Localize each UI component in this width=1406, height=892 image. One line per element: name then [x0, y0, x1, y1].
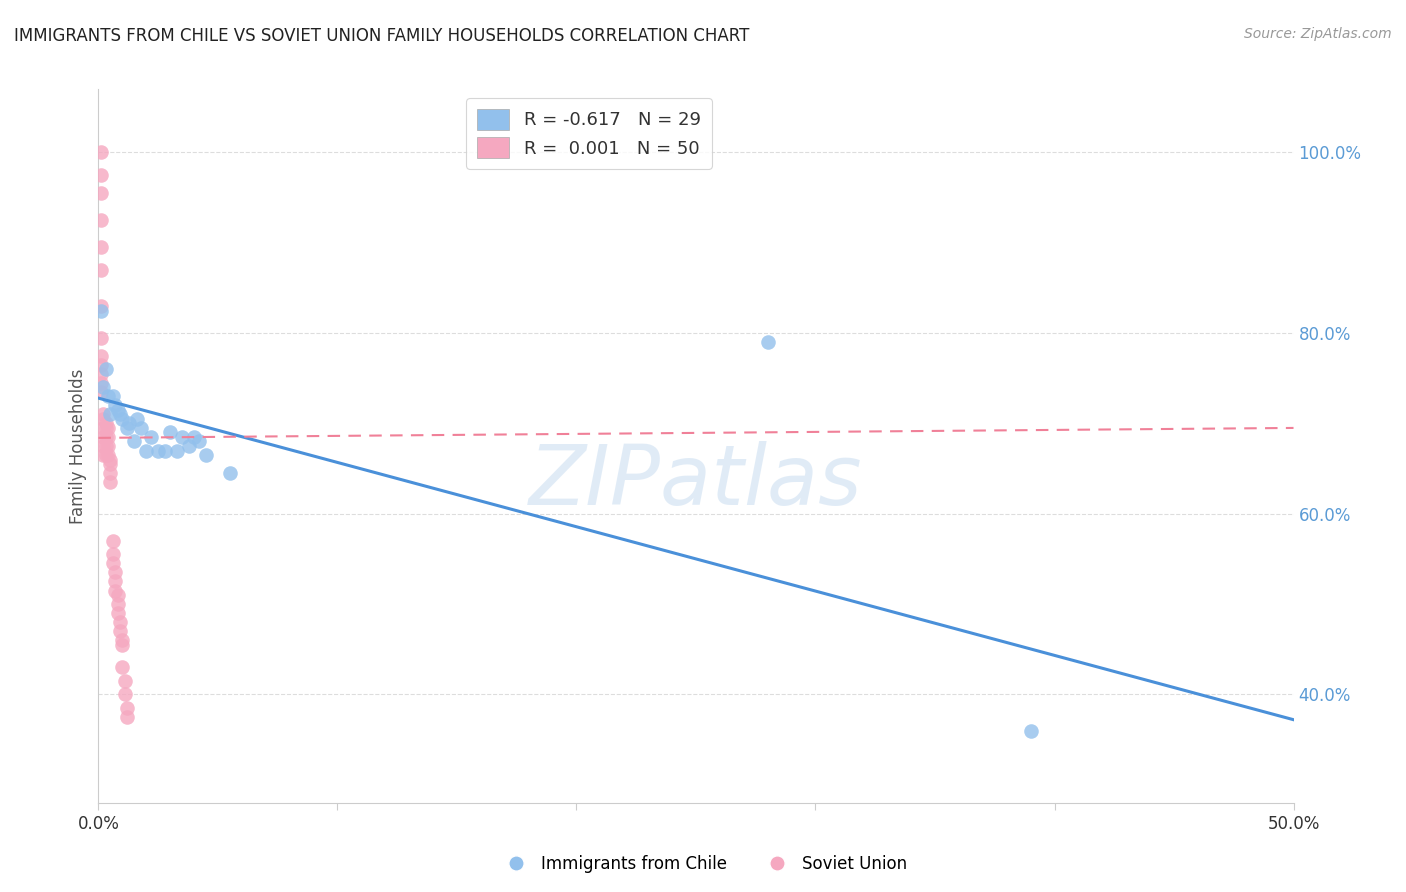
Legend: Immigrants from Chile, Soviet Union: Immigrants from Chile, Soviet Union [492, 848, 914, 880]
Point [91, 421, 114, 435]
Point [114, 687, 136, 701]
Point [90, 213, 112, 227]
Point [115, 710, 138, 724]
Point [107, 606, 129, 620]
Point [90, 299, 112, 313]
Point [97, 389, 120, 403]
Point [756, 335, 779, 350]
Point [91, 439, 114, 453]
Point [111, 660, 134, 674]
Point [94, 362, 117, 376]
Point [94, 430, 117, 444]
Point [135, 443, 157, 458]
Point [91, 430, 114, 444]
Point [219, 466, 242, 480]
Point [118, 417, 141, 431]
Point [107, 402, 129, 417]
Point [94, 417, 117, 431]
Point [187, 434, 209, 449]
Point [101, 533, 124, 548]
Point [104, 574, 127, 589]
Point [155, 443, 177, 458]
Point [90, 240, 112, 254]
Point [159, 425, 181, 440]
Point [91, 412, 114, 426]
Point [101, 557, 124, 571]
Text: ZIPatlas: ZIPatlas [529, 442, 863, 522]
Point [90, 358, 112, 372]
Point [125, 412, 148, 426]
Point [97, 430, 120, 444]
Point [108, 408, 131, 422]
Point [179, 439, 201, 453]
Point [104, 398, 127, 412]
Point [104, 583, 127, 598]
Point [90, 367, 112, 381]
Point [90, 376, 112, 390]
Point [1019, 723, 1042, 738]
Point [90, 168, 112, 182]
Point [183, 430, 205, 444]
Point [111, 633, 134, 648]
Point [90, 145, 112, 160]
Point [115, 421, 138, 435]
Point [94, 421, 117, 435]
Point [101, 389, 124, 403]
Point [97, 439, 120, 453]
Point [104, 566, 127, 580]
Point [194, 448, 218, 462]
Point [107, 588, 129, 602]
Y-axis label: Family Households: Family Households [69, 368, 87, 524]
Point [94, 448, 117, 462]
Point [98, 475, 122, 490]
Point [98, 466, 122, 480]
Point [91, 408, 114, 422]
Point [91, 448, 114, 462]
Point [90, 303, 112, 318]
Point [90, 384, 112, 399]
Point [94, 439, 117, 453]
Point [101, 548, 124, 562]
Point [98, 408, 122, 422]
Point [166, 443, 188, 458]
Point [111, 412, 134, 426]
Point [90, 186, 112, 200]
Point [91, 380, 114, 394]
Point [139, 430, 162, 444]
Point [107, 597, 129, 611]
Point [115, 701, 138, 715]
Point [90, 263, 112, 277]
Point [90, 349, 112, 363]
Text: Source: ZipAtlas.com: Source: ZipAtlas.com [1244, 27, 1392, 41]
Point [172, 430, 194, 444]
Point [114, 673, 136, 688]
Point [90, 330, 112, 344]
Point [124, 434, 146, 449]
Point [131, 421, 153, 435]
Legend: R = -0.617   N = 29, R =  0.001   N = 50: R = -0.617 N = 29, R = 0.001 N = 50 [465, 98, 711, 169]
Point [148, 443, 170, 458]
Point [98, 452, 122, 467]
Point [97, 421, 120, 435]
Point [111, 638, 134, 652]
Text: IMMIGRANTS FROM CHILE VS SOVIET UNION FAMILY HOUSEHOLDS CORRELATION CHART: IMMIGRANTS FROM CHILE VS SOVIET UNION FA… [14, 27, 749, 45]
Point [108, 615, 131, 629]
Point [98, 457, 122, 471]
Point [97, 448, 120, 462]
Point [108, 624, 131, 639]
